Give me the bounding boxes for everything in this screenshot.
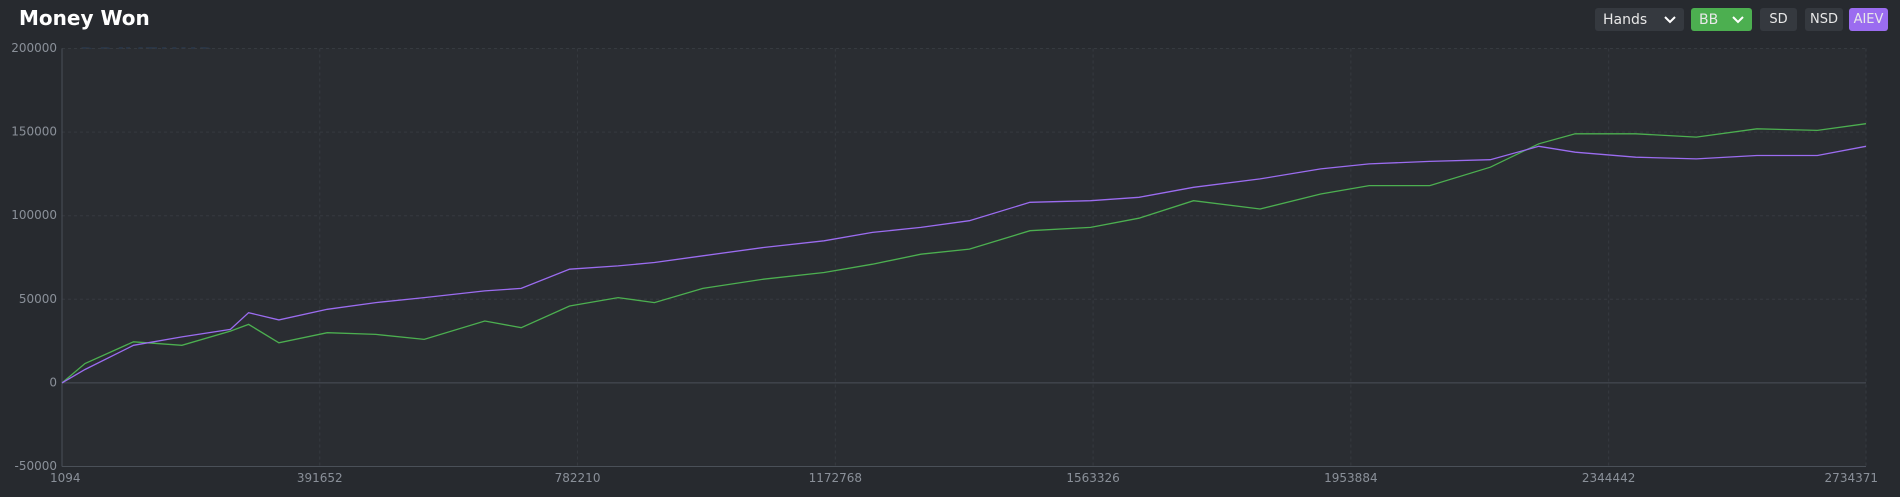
data-line [61, 145, 1867, 384]
y-tick-label: 100000 [11, 208, 57, 222]
watermark: DRIVEHUD [78, 45, 216, 70]
x-tick-label: 1094 [50, 471, 81, 485]
y-tick-label: 150000 [11, 125, 57, 139]
dropdown-label: BB [1699, 11, 1719, 28]
dropdown[interactable]: Hands [1595, 8, 1684, 31]
dropdown[interactable]: BB [1691, 8, 1752, 31]
plot-area [62, 48, 1866, 467]
x-tick-label: 1172768 [809, 471, 862, 485]
x-tick-label: 2344442 [1582, 471, 1635, 485]
y-tick-label: 200000 [11, 41, 57, 55]
x-tick-label: 391652 [297, 471, 343, 485]
y-tick-label: 0 [49, 375, 57, 389]
dropdown-label: Hands [1603, 11, 1648, 28]
toggle-button[interactable]: AIEV [1849, 8, 1888, 31]
data-line [61, 123, 1867, 384]
x-tick-label: 782210 [555, 471, 601, 485]
chevron [1664, 15, 1676, 23]
chevron [1732, 15, 1744, 23]
y-tick-label: -50000 [14, 459, 57, 473]
y-tick-label: 50000 [19, 292, 57, 306]
title: Money Won [19, 6, 150, 30]
x-tick-label: 1563326 [1066, 471, 1119, 485]
x-tick-label: 2734371 [1825, 471, 1878, 485]
toggle-button[interactable]: SD [1760, 8, 1797, 31]
toggle-button[interactable]: NSD [1805, 8, 1843, 31]
x-tick-label: 1953884 [1324, 471, 1377, 485]
